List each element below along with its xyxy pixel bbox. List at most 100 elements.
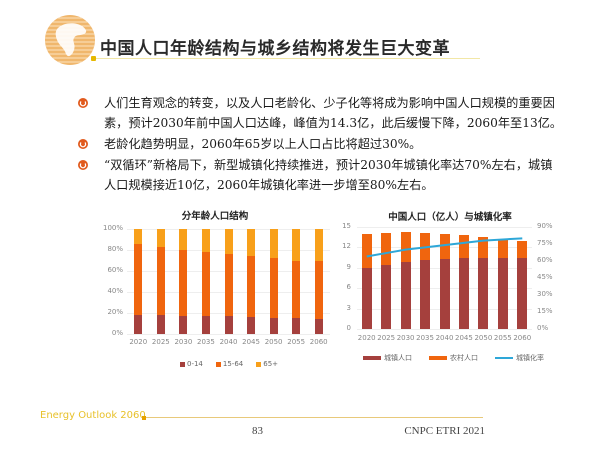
- title-underline-dot: [91, 56, 96, 61]
- y-left-tick-label: 0: [346, 324, 351, 332]
- chart-legend: 0-14 15-64 65+: [180, 360, 286, 368]
- y-left-tick-label: 3: [346, 303, 351, 312]
- x-tick-label: 2060: [309, 338, 328, 346]
- legend-swatch: [180, 361, 185, 367]
- x-tick-label: 2040: [435, 334, 454, 342]
- x-tick-label: 2035: [197, 338, 215, 346]
- x-tick-label: 2045: [242, 338, 260, 346]
- chart-title-age-structure: 分年龄人口结构: [181, 211, 249, 222]
- bar-segment-0-14: [224, 316, 233, 334]
- y-left-tick-label: 6: [346, 283, 351, 292]
- gridline: [357, 329, 532, 330]
- footer-dot: [142, 416, 146, 420]
- bar-segment-农村人口: [439, 233, 450, 259]
- legend-swatch: [363, 356, 381, 360]
- x-tick-label: 2030: [396, 334, 415, 342]
- bullet-line: 老龄化趋势明显，2060年65岁以上人口占比将超过30%。: [104, 137, 422, 151]
- bullet-text: 人们生育观念的转变，以及人口老龄化、少子化等将成为影响中国人口规模的重要因 素，…: [104, 93, 564, 133]
- bar-segment-15-64: [179, 250, 188, 317]
- legend-swatch: [256, 361, 262, 367]
- x-tick-label: 2030: [174, 338, 193, 346]
- y-tick-label: 80%: [107, 245, 123, 253]
- legend-label: 15-64: [222, 360, 244, 368]
- y-right-tick-label: 30%: [537, 290, 553, 298]
- y-right-tick-label: 45%: [537, 273, 553, 281]
- bar-segment-15-64: [134, 243, 143, 316]
- age-structure-chart: 0% 20% 40% 60% 80% 100% 2020 2025 2030 2035 2040 20…: [95, 222, 335, 372]
- bar-segment-农村人口: [361, 233, 372, 268]
- bar-segment-15-64: [224, 254, 233, 317]
- legend-item: 65+: [256, 360, 278, 368]
- y-tick-label: 100%: [102, 224, 123, 232]
- bar-segment-城镇人口: [517, 257, 528, 329]
- bar-segment-0-14: [269, 318, 278, 334]
- bullet-text: “双循环”新格局下，新型城镇化持续推进，预计2030年城镇化率达70%左右，城镇…: [104, 155, 564, 195]
- bar-segment-农村人口: [381, 233, 392, 266]
- y-right-tick-label: 60%: [537, 256, 553, 264]
- y-left-tick-label: 15: [342, 222, 351, 230]
- population-urbanization-chart: 0 3 6 9 12 15 0% 15% 30% 45% 60% 75% 90% 2020 2025 2030…: [335, 220, 560, 370]
- x-tick-label: 2050: [474, 334, 493, 342]
- y-right-tick-label: 75%: [537, 239, 553, 247]
- bar-segment-农村人口: [458, 235, 469, 259]
- bar-segment-城镇人口: [458, 258, 469, 329]
- bar-segment-65+: [134, 229, 143, 244]
- gridline: [357, 227, 532, 228]
- y-tick-label: 40%: [107, 287, 123, 295]
- x-tick-label: 2050: [264, 338, 283, 346]
- x-tick-label: 2025: [151, 338, 170, 346]
- bar-segment-15-64: [314, 260, 323, 320]
- x-tick-label: 2020: [357, 334, 376, 342]
- x-tick-label: 2060: [513, 334, 532, 342]
- bar-segment-农村人口: [497, 239, 508, 258]
- bullet-circle-icon: [78, 98, 88, 108]
- bar-segment-农村人口: [517, 240, 528, 258]
- legend-label: 城镇化率: [516, 354, 544, 362]
- page-title: 中国人口年龄结构与城乡结构将发生巨大变革: [100, 39, 450, 59]
- legend-label: 城镇人口: [384, 354, 412, 362]
- x-tick-label: 2020: [129, 338, 148, 346]
- bar-segment-0-14: [247, 317, 256, 334]
- bar-segment-15-64: [247, 256, 256, 318]
- bullet-text: 老龄化趋势明显，2060年65岁以上人口占比将超过30%。: [104, 134, 564, 154]
- bar-segment-农村人口: [400, 232, 411, 262]
- bullet-circle-icon: [78, 160, 88, 170]
- x-tick-label: 2035: [416, 334, 434, 342]
- bullet-line: 人们生育观念的转变，以及人口老龄化、少子化等将成为影响中国人口规模的重要因: [104, 96, 555, 110]
- bar-segment-65+: [179, 229, 188, 250]
- bar-segment-65+: [292, 229, 301, 261]
- bullet-line: “双循环”新格局下，新型城镇化持续推进，预计2030年城镇化率达70%左右，城镇: [104, 158, 553, 172]
- bar-segment-15-64: [156, 246, 165, 316]
- bullet-circle-icon: [78, 139, 88, 149]
- y-right-tick-label: 15%: [537, 307, 553, 315]
- bar-segment-城镇人口: [361, 267, 372, 329]
- bar-segment-0-14: [156, 315, 165, 334]
- title-underline: [94, 58, 480, 59]
- legend-label: 65+: [263, 360, 279, 368]
- x-tick-label: 2055: [493, 334, 512, 342]
- copyright: CNPC ETRI 2021: [404, 425, 485, 437]
- bar-segment-65+: [269, 229, 278, 259]
- bar-segment-0-14: [292, 318, 301, 334]
- gridline: [127, 334, 330, 335]
- bar-segment-65+: [201, 229, 210, 253]
- legend-label: 0-14: [187, 360, 203, 368]
- bar-segment-城镇人口: [420, 260, 431, 329]
- bar-segment-城镇人口: [439, 258, 450, 329]
- y-left-tick-label: 12: [342, 242, 351, 251]
- legend-item: 0-14: [180, 360, 203, 368]
- bar-segment-0-14: [314, 319, 323, 334]
- bar-segment-城镇人口: [400, 261, 411, 329]
- y-tick-label: 60%: [107, 266, 123, 274]
- legend-swatch: [429, 356, 447, 360]
- bar-segment-0-14: [179, 316, 188, 334]
- bullet-line: 素，预计2030年前中国人口达峰，峰值为14.3亿，此后缓慢下降，2060年至1…: [104, 116, 563, 130]
- bullet-line: 人口规模接近10亿，2060年城镇化率进一步增至80%左右。: [104, 178, 434, 192]
- bar-segment-65+: [314, 229, 323, 261]
- y-right-tick-label: 90%: [537, 222, 553, 230]
- x-tick-label: 2025: [377, 334, 396, 342]
- bar-segment-城镇人口: [381, 265, 392, 329]
- y-tick-label: 0%: [111, 329, 123, 337]
- x-tick-label: 2045: [455, 334, 473, 342]
- footer-divider: [146, 417, 483, 418]
